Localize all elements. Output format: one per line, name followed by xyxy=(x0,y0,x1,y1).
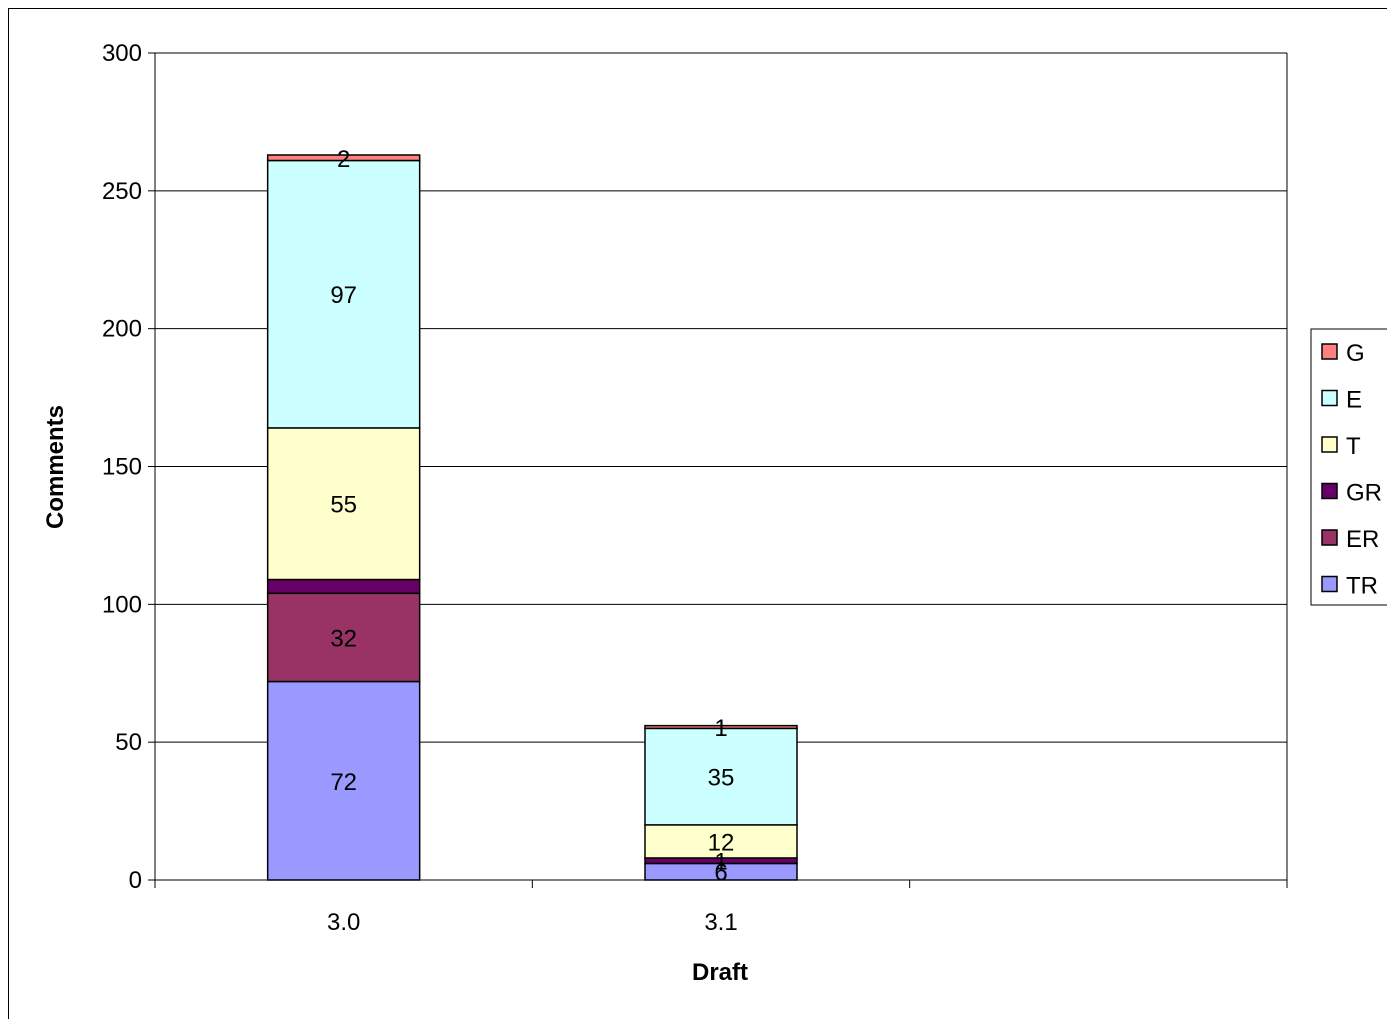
bar-segment-er-3.0 xyxy=(266,592,421,683)
data-label-g-3.1: 1 xyxy=(714,715,727,742)
y-tick-label: 200 xyxy=(102,316,142,343)
y-tick-label: 0 xyxy=(129,867,142,894)
x-tick-label: 3.0 xyxy=(327,909,360,936)
data-label-t-3.1: 12 xyxy=(708,829,735,856)
y-axis-title: Comments xyxy=(42,405,69,529)
chart-frame xyxy=(8,8,1387,1019)
y-tick-label: 100 xyxy=(102,591,142,618)
legend-label-t: T xyxy=(1346,433,1361,460)
legend-label-er: ER xyxy=(1346,526,1379,553)
legend: GET GR ER TR xyxy=(1310,328,1387,606)
legend-label-tr: TR xyxy=(1346,573,1378,600)
bar-segment-e-3.0 xyxy=(266,159,421,429)
data-label-gr-3.1: 1 xyxy=(714,849,727,876)
y-tick-label: 150 xyxy=(102,454,142,481)
y-tick-label: 50 xyxy=(115,729,142,756)
legend-swatch-gr xyxy=(1321,482,1338,500)
x-axis-title: Draft xyxy=(692,959,748,986)
y-tick-label: 300 xyxy=(102,40,142,67)
bar-segment-tr-3.0 xyxy=(266,680,421,881)
legend-swatch-e xyxy=(1321,389,1338,407)
bar-segment-t-3.0 xyxy=(266,427,421,581)
axes: 0 50 100 150 200 250 300 3.0 3.1 xyxy=(102,40,1288,936)
legend-swatch-er xyxy=(1321,529,1338,546)
data-label-tr-3.0: 72 xyxy=(330,769,357,796)
legend-label-gr: GR xyxy=(1346,480,1382,507)
data-label-tr-3.1: 6 xyxy=(714,860,727,887)
bar-segment-t-3.1 xyxy=(644,824,798,859)
bars xyxy=(266,154,798,881)
legend-swatch-g xyxy=(1321,343,1338,360)
legend-box xyxy=(1310,328,1387,606)
legend-swatch-t xyxy=(1321,436,1338,453)
legend-label-e: E xyxy=(1346,387,1362,414)
bar-segment-gr-3.0 xyxy=(266,578,421,595)
bar-segment-g-3.0 xyxy=(266,154,421,162)
legend-swatch-tr xyxy=(1321,575,1338,593)
y-tick-label: 250 xyxy=(102,178,142,205)
legend-label-g: G xyxy=(1346,340,1365,367)
bar-segment-e-3.1 xyxy=(644,727,798,826)
data-label-er-3.0: 32 xyxy=(330,625,357,652)
data-label-t-3.0: 55 xyxy=(330,492,357,519)
data-label-e-3.0: 97 xyxy=(330,282,357,309)
x-tick-label: 3.1 xyxy=(704,909,737,936)
data-label-e-3.1: 35 xyxy=(708,765,735,792)
bar-segment-g-3.1 xyxy=(644,724,798,730)
data-label-g-3.0: 2 xyxy=(337,146,350,173)
